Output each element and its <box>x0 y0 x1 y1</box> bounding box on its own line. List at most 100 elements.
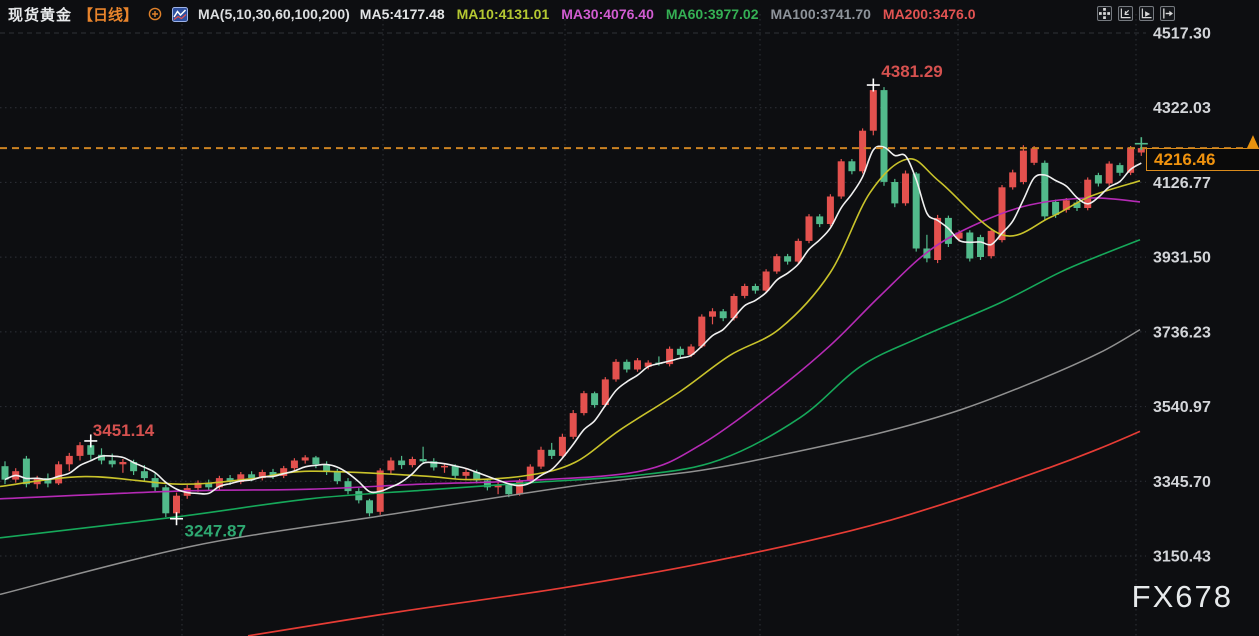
candle-body <box>430 461 438 468</box>
ma-value-label: MA200:3476.0 <box>882 6 976 22</box>
y-axis-label: 3540.97 <box>1153 399 1211 416</box>
chart-header: 现货黄金 【日线】 MA(5,10,30,60,100,200) MA5:417… <box>8 4 977 24</box>
extreme-marker-cross <box>1134 137 1148 151</box>
candle-body <box>902 173 909 204</box>
candle-body <box>634 360 641 370</box>
candle-body <box>966 232 974 259</box>
ma30-line <box>0 197 1141 500</box>
candle-body <box>644 362 652 367</box>
ma5-line <box>4 145 1142 495</box>
go-latest-icon[interactable] <box>1160 6 1175 21</box>
candle-body <box>859 130 867 172</box>
candlestick-series <box>1 85 1145 519</box>
extreme-marker-cross <box>866 78 880 92</box>
candle-body <box>912 173 920 249</box>
timeframe-label[interactable]: 【日线】 <box>78 6 139 24</box>
candle-body <box>312 457 320 465</box>
candle-body <box>441 465 448 468</box>
candle-body <box>773 256 781 272</box>
candle-body <box>612 361 620 380</box>
candle-body <box>419 459 427 462</box>
candle-body <box>1041 162 1049 217</box>
y-axis-label: 4126.77 <box>1153 175 1211 192</box>
candle-body <box>301 457 309 461</box>
y-axis: 4517.30 4322.03 4126.77 3931.50 3736.23 3540.… <box>1153 26 1211 566</box>
ma-value-label: MA30:4076.40 <box>561 6 654 22</box>
candle-body <box>580 393 588 414</box>
candle-body <box>816 216 824 225</box>
candle-body <box>344 481 352 492</box>
candle-body <box>848 161 856 172</box>
move-icon[interactable] <box>1097 6 1112 21</box>
candle-body <box>473 472 481 481</box>
candle-body <box>880 90 888 182</box>
chart-toolbar <box>1097 6 1175 21</box>
candle-body <box>1084 179 1092 208</box>
candlestick-chart-icon[interactable] <box>172 6 189 22</box>
candle-body <box>162 487 170 514</box>
candle-body <box>87 445 95 455</box>
ma-summary-label: MA(5,10,30,60,100,200) <box>198 6 350 22</box>
candle-body <box>44 478 52 484</box>
watermark: FX678 <box>1131 579 1233 614</box>
symbol-name: 现货黄金 <box>8 6 73 24</box>
fit-right-axis-icon[interactable] <box>1139 6 1154 21</box>
candle-body <box>869 90 877 131</box>
candle-body <box>108 460 116 465</box>
plus-circle-icon[interactable] <box>148 7 162 21</box>
y-axis-label: 3150.43 <box>1153 549 1211 566</box>
candle-body <box>355 491 363 501</box>
candle-body <box>666 348 674 365</box>
candle-body <box>269 472 277 476</box>
candle-body <box>248 474 256 479</box>
candle-body <box>98 454 105 461</box>
candle-body <box>601 379 609 405</box>
candle-body <box>762 271 770 291</box>
candle-body <box>398 460 406 466</box>
candle-body <box>526 466 534 482</box>
y-axis-label: 3345.70 <box>1153 474 1211 491</box>
candle-body <box>676 348 684 355</box>
candle-body <box>451 465 459 476</box>
candle-body <box>119 462 127 465</box>
candle-body <box>237 474 245 482</box>
fit-left-axis-icon[interactable] <box>1118 6 1133 21</box>
candle-body <box>826 196 834 224</box>
candle-body <box>987 230 995 257</box>
candle-body <box>537 449 545 467</box>
candle-body <box>709 311 716 317</box>
price-annotation: 4381.29 <box>881 62 942 81</box>
candle-body <box>591 393 599 406</box>
candle-body <box>226 478 234 482</box>
candle-body <box>1062 200 1070 210</box>
candle-body <box>741 286 749 296</box>
ma60-line <box>0 238 1141 539</box>
candle-body <box>130 462 138 472</box>
candle-body <box>65 455 73 465</box>
candle-body <box>140 471 148 479</box>
candle-body <box>1105 163 1113 184</box>
candle-body <box>1127 147 1135 173</box>
candle-body <box>173 495 180 514</box>
price-annotation: 3247.87 <box>185 522 246 541</box>
candle-body <box>548 449 556 456</box>
current-price-label: 4216.46 <box>1146 148 1259 171</box>
ma-values: MA5:4177.48 MA10:4131.01 MA30:4076.40 MA60:… <box>360 6 977 22</box>
candle-body <box>1137 148 1145 153</box>
candle-body <box>944 217 952 244</box>
candle-body <box>408 459 416 466</box>
candle-body <box>494 485 502 488</box>
candle-body <box>730 296 738 319</box>
candle-body <box>333 472 341 482</box>
candle-body <box>323 464 331 472</box>
candle-body <box>483 480 491 488</box>
candle-body <box>1 466 9 480</box>
y-axis-label: 4517.30 <box>1153 26 1211 43</box>
candle-body <box>1116 165 1124 173</box>
candle-body <box>1009 172 1017 188</box>
candle-body <box>1019 150 1027 182</box>
candle-body <box>977 237 984 257</box>
ma-value-label: MA60:3977.02 <box>665 6 759 22</box>
